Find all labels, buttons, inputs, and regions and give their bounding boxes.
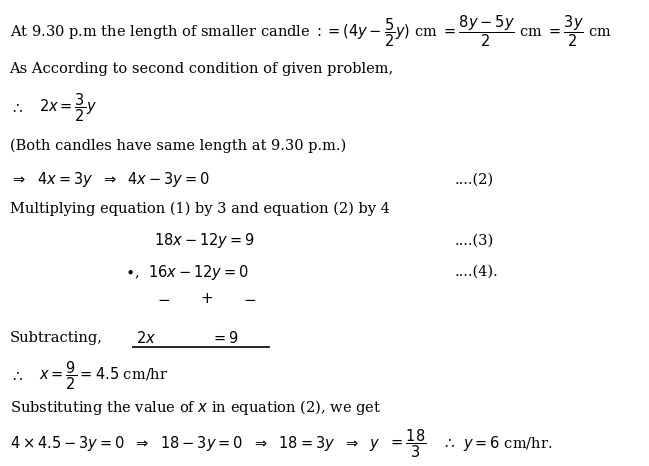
Text: Subtracting,: Subtracting, — [10, 331, 103, 345]
Text: (Both candles have same length at 9.30 p.m.): (Both candles have same length at 9.30 p… — [10, 139, 346, 153]
Text: $-$: $-$ — [157, 292, 170, 306]
Text: $2x$: $2x$ — [136, 330, 156, 346]
Text: Multiplying equation (1) by 3 and equation (2) by 4: Multiplying equation (1) by 3 and equati… — [10, 202, 389, 216]
Text: $\bullet$,  $16x - 12y = 0$: $\bullet$, $16x - 12y = 0$ — [125, 263, 249, 281]
Text: $y = 6$ cm/hr.: $y = 6$ cm/hr. — [463, 434, 553, 453]
Text: $\therefore$: $\therefore$ — [442, 436, 456, 450]
Text: $\Rightarrow$  $4x = 3y$  $\Rightarrow$  $4x - 3y = 0$: $\Rightarrow$ $4x = 3y$ $\Rightarrow$ $4… — [10, 170, 210, 189]
Text: ....(2): ....(2) — [455, 173, 495, 187]
Text: $\therefore$: $\therefore$ — [10, 369, 23, 383]
Text: $-$: $-$ — [243, 292, 256, 306]
Text: $x = \dfrac{9}{2} = 4.5$ cm/hr: $x = \dfrac{9}{2} = 4.5$ cm/hr — [39, 359, 168, 392]
Text: As According to second condition of given problem,: As According to second condition of give… — [10, 62, 394, 76]
Text: ....(3): ....(3) — [455, 233, 495, 247]
Text: $= \dfrac{18}{3}$: $= \dfrac{18}{3}$ — [388, 427, 426, 459]
Text: ....(4).: ....(4). — [455, 265, 499, 279]
Text: $\therefore$: $\therefore$ — [10, 101, 23, 115]
Text: Substituting the value of $x$ in equation (2), we get: Substituting the value of $x$ in equatio… — [10, 398, 381, 417]
Text: $4 \times 4.5 - 3y = 0$  $\Rightarrow$  $18 - 3y = 0$  $\Rightarrow$  $18 = 3y$ : $4 \times 4.5 - 3y = 0$ $\Rightarrow$ $1… — [10, 434, 380, 453]
Text: At 9.30 p.m the length of smaller candle $:= (4y - \dfrac{5}{2}y)$ cm $= \dfrac{: At 9.30 p.m the length of smaller candle… — [10, 14, 611, 49]
Text: $2x = \dfrac{3}{2}y$: $2x = \dfrac{3}{2}y$ — [39, 91, 97, 124]
Text: $18x - 12y = 9$: $18x - 12y = 9$ — [154, 231, 255, 250]
Text: $= 9$: $= 9$ — [211, 330, 239, 346]
Text: $+$: $+$ — [200, 292, 214, 306]
